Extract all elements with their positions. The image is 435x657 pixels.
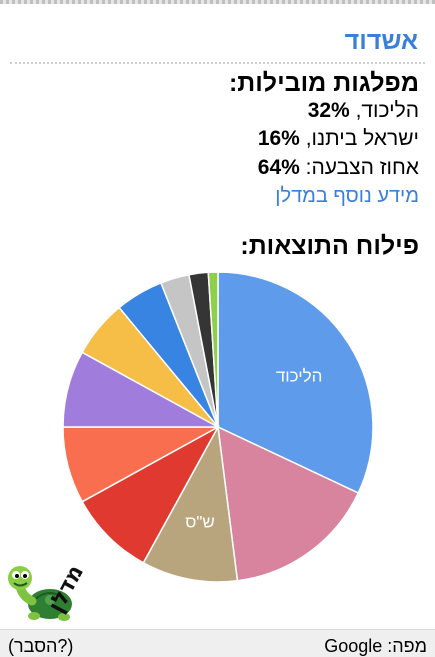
turtle-icon: מדלן <box>8 561 89 621</box>
turnout-row: אחוז הצבעה: 64% <box>258 155 419 181</box>
more-info-link[interactable]: מידע נוסף במדלן <box>275 185 419 207</box>
turnout-percent: 64% <box>257 156 300 179</box>
madlan-logo[interactable]: מדלן <box>2 556 98 626</box>
party-percent: 16% <box>257 127 300 150</box>
party-percent: 32% <box>307 99 350 122</box>
explain-link[interactable]: (הסבר?) <box>8 636 74 656</box>
leading-party-row: ישראל ביתנו, 16% <box>258 126 419 152</box>
dotted-divider <box>10 62 425 64</box>
svg-text:מדלן: מדלן <box>44 561 89 617</box>
pie-slice[interactable] <box>207 271 219 428</box>
election-panel: אשדוד מפלגות מובילות: הליכוד, 32% ישראל … <box>10 27 425 260</box>
turnout-label: אחוז הצבעה: <box>305 156 419 179</box>
map-attribution: מפה: Google <box>324 636 427 656</box>
city-title: אשדוד <box>344 27 418 55</box>
top-edge-strip <box>0 0 435 4</box>
pie-slice[interactable] <box>81 425 220 564</box>
party-name: הליכוד, <box>355 99 419 122</box>
leading-party-row: הליכוד, 32% <box>308 98 419 124</box>
pie-slice[interactable] <box>142 424 239 583</box>
results-breakdown-title: פילוח התוצאות: <box>240 232 419 260</box>
pie-slice[interactable] <box>217 425 360 582</box>
leading-parties-title: מפלגות מובילות: <box>228 69 419 97</box>
pie-slice[interactable] <box>217 271 374 494</box>
party-name: ישראל ביתנו, <box>305 127 419 150</box>
footer-bar: מפה: Google (הסבר?) <box>0 629 435 657</box>
